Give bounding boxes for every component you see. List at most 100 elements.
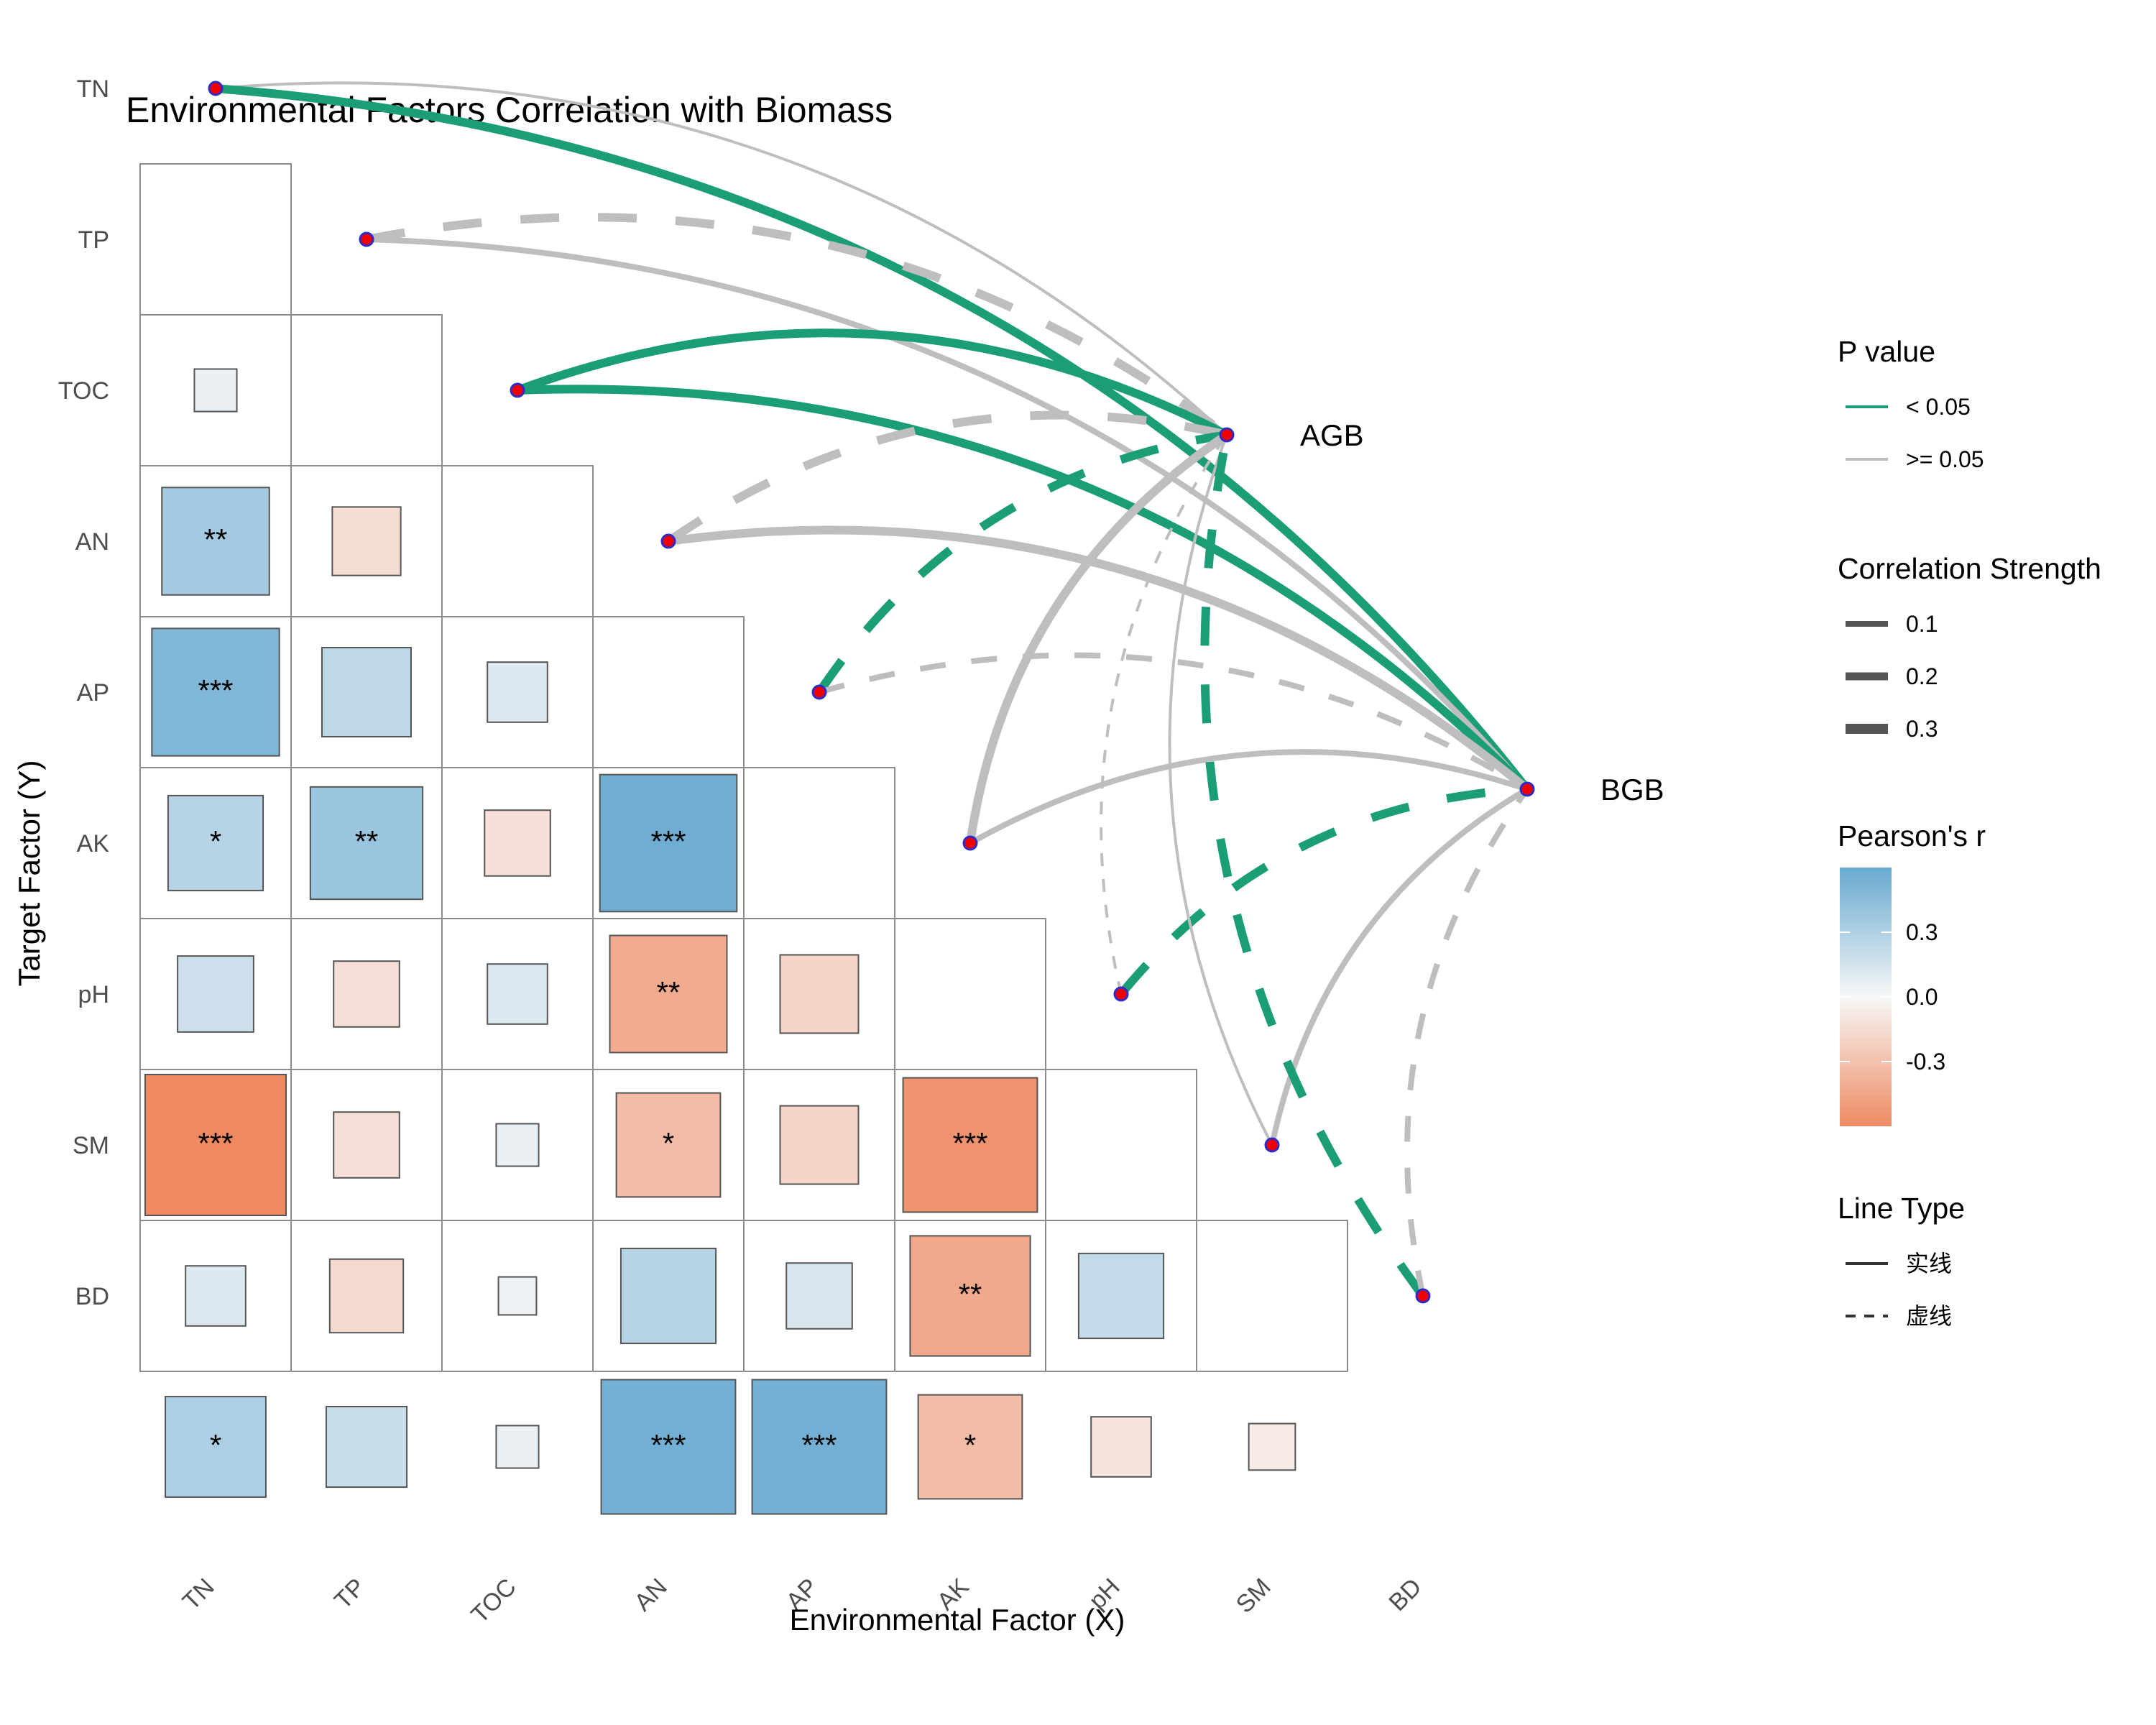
legend-pvalue-label-1: >= 0.05 (1906, 446, 1984, 472)
corr-square-BD-TN (165, 1396, 267, 1498)
y-axis-title: Target Factor (Y) (12, 760, 46, 986)
sig-label-AP-AN: *** (650, 824, 686, 858)
grid-cell-AP-AN (592, 616, 745, 768)
node-AP (811, 684, 827, 700)
link-AP-BGB (818, 652, 1529, 792)
corr-square-BD-TP (325, 1405, 408, 1489)
sig-label-BD-AN: *** (650, 1428, 686, 1462)
link-pH-AGB (1100, 433, 1228, 995)
corr-square-SM-AP (786, 1262, 853, 1330)
legend-strength-title: Correlation Strength (1838, 552, 2101, 585)
corr-square-BD-AP (751, 1379, 888, 1515)
sig-label-pH-TN: *** (198, 1126, 233, 1160)
sig-label-AK-AN: ** (657, 975, 681, 1009)
corr-square-pH-AK (902, 1077, 1038, 1213)
corr-square-BD-pH (1090, 1416, 1152, 1478)
corr-square-AP-AN (599, 773, 738, 913)
link-nodes: AGB BGB (208, 80, 1664, 1304)
chart-title: Environmental Factors Correlation with B… (126, 90, 893, 130)
corr-square-SM-TN (185, 1265, 247, 1327)
corr-square-BD-TOC (495, 1425, 540, 1469)
node-AN (660, 533, 676, 549)
corr-square-AK-TP (333, 960, 400, 1028)
corr-square-SM-TOC (497, 1276, 538, 1316)
corr-square-AP-TOC (484, 809, 551, 877)
sig-label-pH-AK: *** (952, 1126, 987, 1160)
legend-linetype-label-1: 虚线 (1906, 1303, 1952, 1329)
corr-square-SM-AN (619, 1247, 717, 1345)
node-AGB (1219, 427, 1235, 443)
link-SM-AGB (1168, 434, 1273, 1146)
link-BD-BGB (1404, 787, 1530, 1297)
corr-square-pH-TP (333, 1111, 400, 1179)
legend-strength-label-2: 0.3 (1906, 716, 1938, 742)
legend-pearson-tick-1: 0.0 (1906, 984, 1938, 1010)
y-tick-TP: TP (78, 226, 109, 254)
target-label-AGB: AGB (1300, 418, 1364, 452)
link-TOC-BGB (517, 385, 1531, 793)
link-AN-BGB (668, 525, 1530, 793)
node-BGB (1519, 781, 1535, 797)
legend-strength-label-0: 0.1 (1906, 611, 1938, 637)
link-AN-AGB (665, 410, 1228, 545)
grid-cell-pH-AK (894, 918, 1046, 1070)
corr-square-BD-AN (600, 1379, 737, 1515)
link-lines (215, 81, 1531, 1299)
corr-square-AN-TN (151, 627, 280, 757)
link-TN-AGB (215, 81, 1228, 436)
grid-cell-AK-AP (743, 767, 895, 919)
sig-label-BD-AK: * (964, 1428, 976, 1462)
y-tick-BD: BD (75, 1283, 109, 1310)
legend-pearson-title: Pearson's r (1838, 819, 1986, 852)
corr-square-AK-TOC (487, 963, 548, 1025)
grid-cell-SM-pH (1045, 1069, 1197, 1221)
corr-square-AK-AN (609, 934, 728, 1054)
corr-square-AN-TOC (487, 661, 548, 723)
corr-square-pH-TOC (495, 1123, 540, 1167)
node-TOC (510, 382, 525, 398)
legend-pvalue-title: P value (1838, 335, 1935, 368)
corr-square-SM-TP (328, 1258, 405, 1334)
sig-label-BD-TN: * (210, 1428, 221, 1462)
link-AP-AGB (816, 431, 1227, 695)
x-tick-TP: TP (329, 1573, 371, 1615)
link-pH-BGB (1118, 785, 1528, 997)
legend-linetype-title: Line Type (1838, 1192, 1965, 1225)
matrix-grid: ****** ** ******** * ****** *** *** * (139, 163, 1348, 1515)
corr-square-pH-TN (144, 1074, 287, 1216)
grid-cell-TOC-TP (290, 314, 443, 466)
corr-square-SM-pH (1077, 1252, 1165, 1340)
y-tick-TOC: TOC (58, 377, 109, 405)
sig-label-SM-AK: ** (959, 1277, 982, 1311)
corr-square-AK-AP (779, 954, 860, 1034)
x-tick-SM: SM (1231, 1573, 1276, 1619)
grid-cell-BD-SM (1196, 1220, 1348, 1372)
corr-square-TOC-TN (161, 487, 270, 596)
legend-strength-label-1: 0.2 (1906, 663, 1938, 689)
link-TN-BGB (215, 84, 1531, 792)
y-tick-AN: AN (75, 528, 109, 556)
node-AK (962, 835, 978, 851)
legend-pearson-tick-2: -0.3 (1906, 1049, 1945, 1075)
node-TN (208, 80, 224, 96)
y-tick-SM: SM (73, 1132, 109, 1159)
link-AK-AGB (966, 431, 1230, 844)
legend-linetype-label-0: 实线 (1906, 1251, 1952, 1276)
x-tick-BD: BD (1383, 1573, 1427, 1616)
link-AK-BGB (969, 749, 1529, 846)
corr-square-BD-SM (1248, 1422, 1296, 1471)
x-tick-TN: TN (178, 1573, 220, 1616)
corr-square-BD-AK (917, 1394, 1023, 1500)
y-tick-TN: TN (77, 75, 109, 103)
corr-square-SM-AK (909, 1235, 1031, 1357)
target-label-BGB: BGB (1600, 773, 1664, 806)
y-tick-pH: pH (78, 981, 109, 1008)
sig-label-BD-AP: *** (801, 1428, 837, 1462)
y-tick-AK: AK (77, 830, 110, 857)
corr-square-AK-TN (177, 955, 254, 1033)
legend: P value Correlation Strength Pearson's r… (1838, 335, 2101, 1329)
sig-label-AP-TP: ** (355, 824, 379, 858)
corr-square-AP-TP (309, 786, 424, 901)
node-SM (1264, 1137, 1280, 1153)
